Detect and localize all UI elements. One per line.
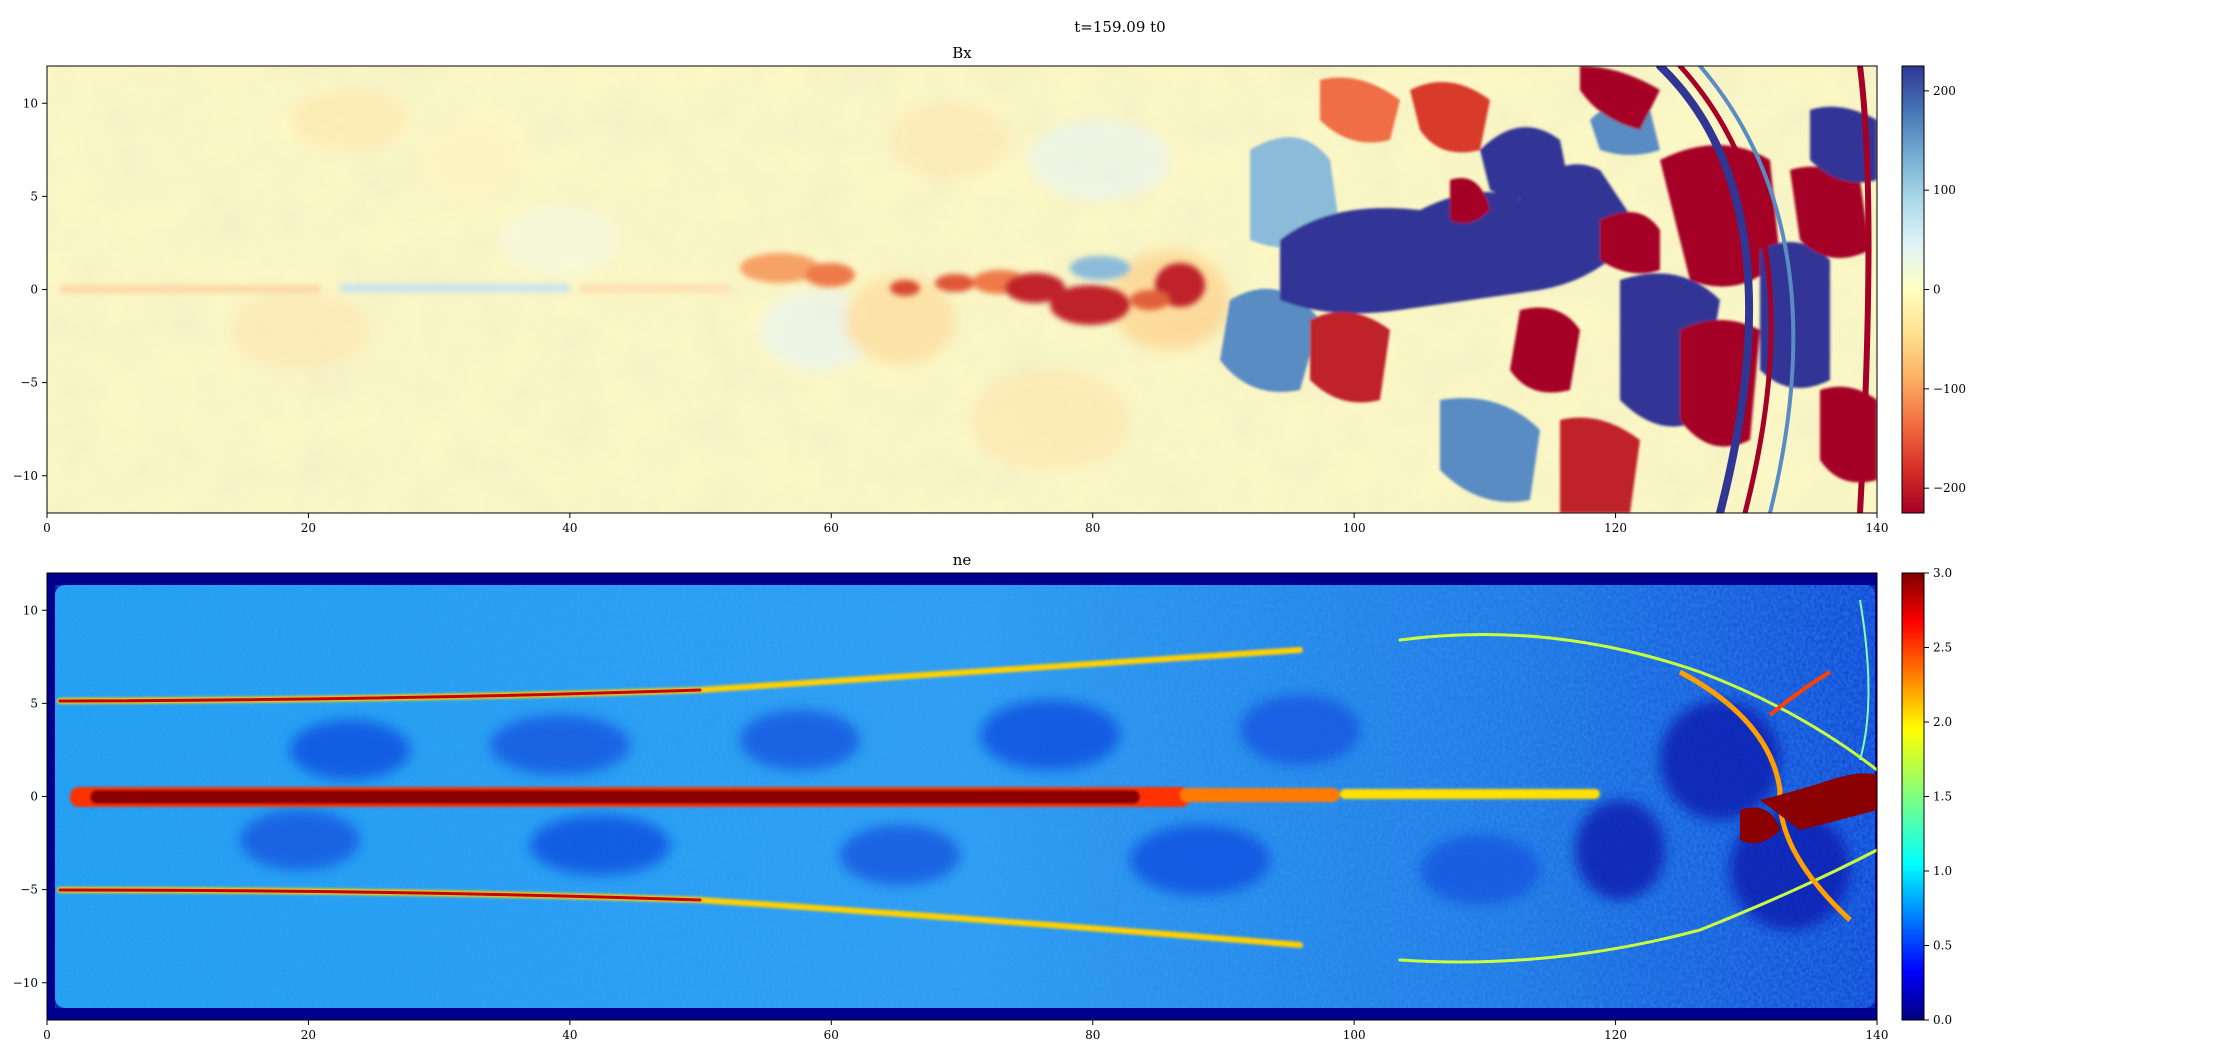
ne-colorbar-tick-label: 1.0: [1933, 864, 1952, 878]
panel-ne: ne: [13, 551, 1952, 1042]
ne-ytick-label: 10: [23, 603, 38, 617]
bx-y-axis: 10 5 0 −5 −10: [13, 96, 47, 483]
ne-x-axis: 0 20 40 60 80 100 120 140: [43, 1020, 1888, 1042]
bx-xtick-label: 0: [43, 521, 51, 535]
ne-ytick-label: −10: [13, 976, 38, 990]
bx-ytick-label: 0: [30, 283, 38, 297]
ne-ytick-label: 5: [30, 696, 38, 710]
ne-xtick-label: 140: [1866, 1028, 1889, 1042]
ne-xtick-label: 100: [1343, 1028, 1366, 1042]
bx-colorbar-tick-label: 0: [1933, 283, 1941, 297]
ne-heatmap-image: [47, 573, 1877, 1020]
bx-xtick-label: 60: [824, 521, 839, 535]
bx-heatmap-image: [47, 66, 1877, 513]
ne-xtick-label: 120: [1604, 1028, 1627, 1042]
bx-ytick-label: 5: [30, 189, 38, 203]
bx-colorbar-tick-label: 200: [1933, 84, 1956, 98]
ne-xtick-label: 60: [824, 1028, 839, 1042]
bx-ytick-label: −10: [13, 469, 38, 483]
bx-xtick-label: 100: [1343, 521, 1366, 535]
bx-colorbar-axis: 200 100 0 −100 −200: [1924, 84, 1966, 495]
bx-colorbar-tick-label: −200: [1933, 481, 1966, 495]
bx-xtick-label: 120: [1604, 521, 1627, 535]
ne-colorbar-axis: 3.0 2.5 2.0 1.5 1.0 0.5 0.0: [1924, 566, 1952, 1027]
ne-colorbar-tick-label: 0.0: [1933, 1013, 1952, 1027]
panel-bx: Bx: [13, 44, 1966, 535]
bx-xtick-label: 140: [1866, 521, 1889, 535]
figure-suptitle: t=159.09 t0: [1074, 18, 1165, 36]
ne-ytick-label: −5: [20, 883, 38, 897]
bx-title: Bx: [952, 44, 972, 62]
ne-colorbar-tick-label: 3.0: [1933, 566, 1952, 580]
ne-xtick-label: 20: [301, 1028, 316, 1042]
ne-colorbar-tick-label: 1.5: [1933, 790, 1952, 804]
bx-colorbar: [1901, 65, 1925, 514]
ne-ytick-label: 0: [30, 790, 38, 804]
bx-xtick-label: 40: [562, 521, 577, 535]
ne-xtick-label: 40: [562, 1028, 577, 1042]
bx-xtick-label: 20: [301, 521, 316, 535]
bx-ytick-label: −5: [20, 376, 38, 390]
ne-colorbar-tick-label: 2.0: [1933, 715, 1952, 729]
ne-colorbar-tick-label: 2.5: [1933, 641, 1952, 655]
ne-y-axis: 10 5 0 −5 −10: [13, 603, 47, 990]
bx-colorbar-tick-label: −100: [1933, 382, 1966, 396]
ne-xtick-label: 0: [43, 1028, 51, 1042]
bx-xtick-label: 80: [1085, 521, 1100, 535]
ne-colorbar-tick-label: 0.5: [1933, 939, 1952, 953]
ne-xtick-label: 80: [1085, 1028, 1100, 1042]
bx-ytick-label: 10: [23, 96, 38, 110]
ne-title: ne: [953, 551, 972, 569]
bx-x-axis: 0 20 40 60 80 100 120 140: [43, 513, 1888, 535]
bx-colorbar-tick-label: 100: [1933, 183, 1956, 197]
ne-colorbar: [1901, 572, 1925, 1021]
